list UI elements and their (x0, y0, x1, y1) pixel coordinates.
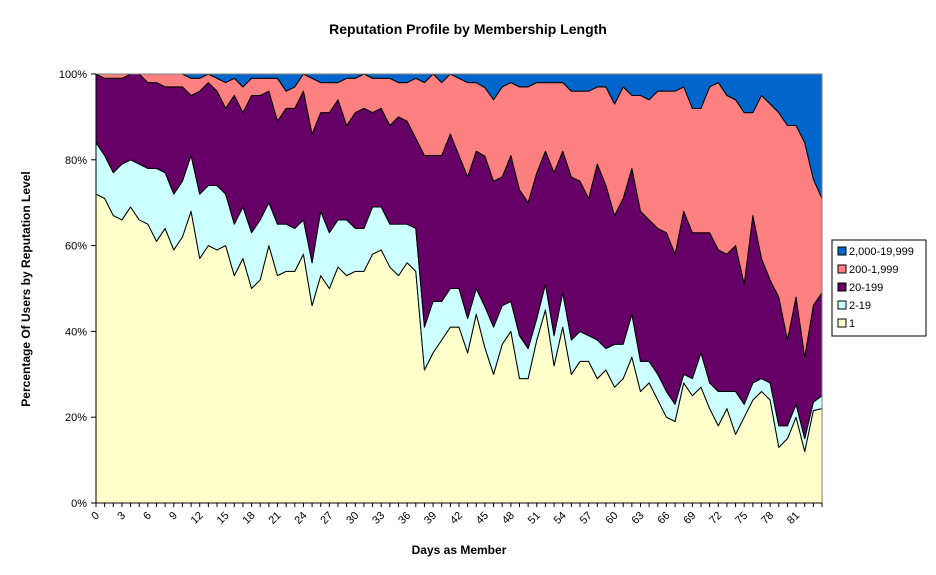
legend-swatch (837, 318, 847, 328)
legend-swatch (837, 264, 847, 274)
x-tick-label: 36 (396, 510, 413, 527)
y-axis-title: Percentage Of Users by Reputation Level (19, 171, 33, 406)
legend-swatch (837, 246, 847, 256)
x-tick-label: 72 (707, 510, 724, 527)
x-tick-label: 12 (189, 510, 206, 527)
x-tick-label: 78 (759, 510, 776, 527)
x-tick-label: 21 (266, 510, 283, 527)
x-tick-label: 75 (733, 510, 750, 527)
y-tick-label: 0% (71, 498, 87, 510)
x-tick-label: 30 (344, 510, 361, 527)
x-tick-label: 45 (474, 510, 491, 527)
chart-title: Reputation Profile by Membership Length (329, 21, 607, 37)
x-tick-label: 15 (215, 510, 232, 527)
legend-label: 20-199 (849, 282, 883, 294)
x-tick-label: 3 (115, 510, 128, 523)
x-tick-label: 60 (604, 510, 621, 527)
legend-swatch (837, 282, 847, 292)
x-tick-label: 54 (552, 510, 569, 527)
x-tick-label: 33 (370, 510, 387, 527)
y-tick-label: 40% (65, 326, 87, 338)
legend-label: 1 (849, 318, 855, 330)
x-tick-label: 27 (318, 510, 335, 527)
legend-box (831, 239, 927, 337)
x-tick-label: 18 (241, 510, 258, 527)
y-axis: 0% 20% 40% 60% 80% 100% (59, 69, 97, 510)
legend-label: 200-1,999 (849, 264, 899, 276)
legend-label: 2-19 (849, 300, 871, 312)
x-tick-label: 39 (422, 510, 439, 527)
x-tick-label: 24 (292, 510, 309, 527)
x-tick-label: 63 (629, 510, 646, 527)
x-axis: 0 3 6 9 12 15 18 21 24 27 30 33 36 39 42 45 48 51 54 57 60 63… (89, 502, 823, 527)
legend-swatch (837, 300, 847, 310)
x-tick-label: 9 (167, 510, 180, 523)
x-tick-label: 6 (141, 510, 154, 523)
legend-label: 2,000-19,999 (849, 246, 914, 258)
y-tick-label: 60% (65, 241, 87, 253)
x-tick-label: 66 (655, 510, 672, 527)
x-tick-label: 81 (785, 510, 802, 527)
plot-area (95, 73, 823, 504)
y-tick-label: 100% (59, 69, 87, 81)
x-axis-title: Days as Member (412, 543, 507, 557)
y-tick-label: 20% (65, 412, 87, 424)
x-tick-label: 48 (500, 510, 517, 527)
x-tick-label: 69 (681, 510, 698, 527)
y-tick-label: 80% (65, 155, 87, 167)
x-tick-label: 0 (89, 510, 102, 523)
x-tick-label: 57 (578, 510, 595, 527)
legend: 2,000-19,999 200-1,999 20-199 2-19 1 (831, 239, 927, 337)
x-tick-label: 51 (526, 510, 543, 527)
x-tick-label: 42 (448, 510, 465, 527)
